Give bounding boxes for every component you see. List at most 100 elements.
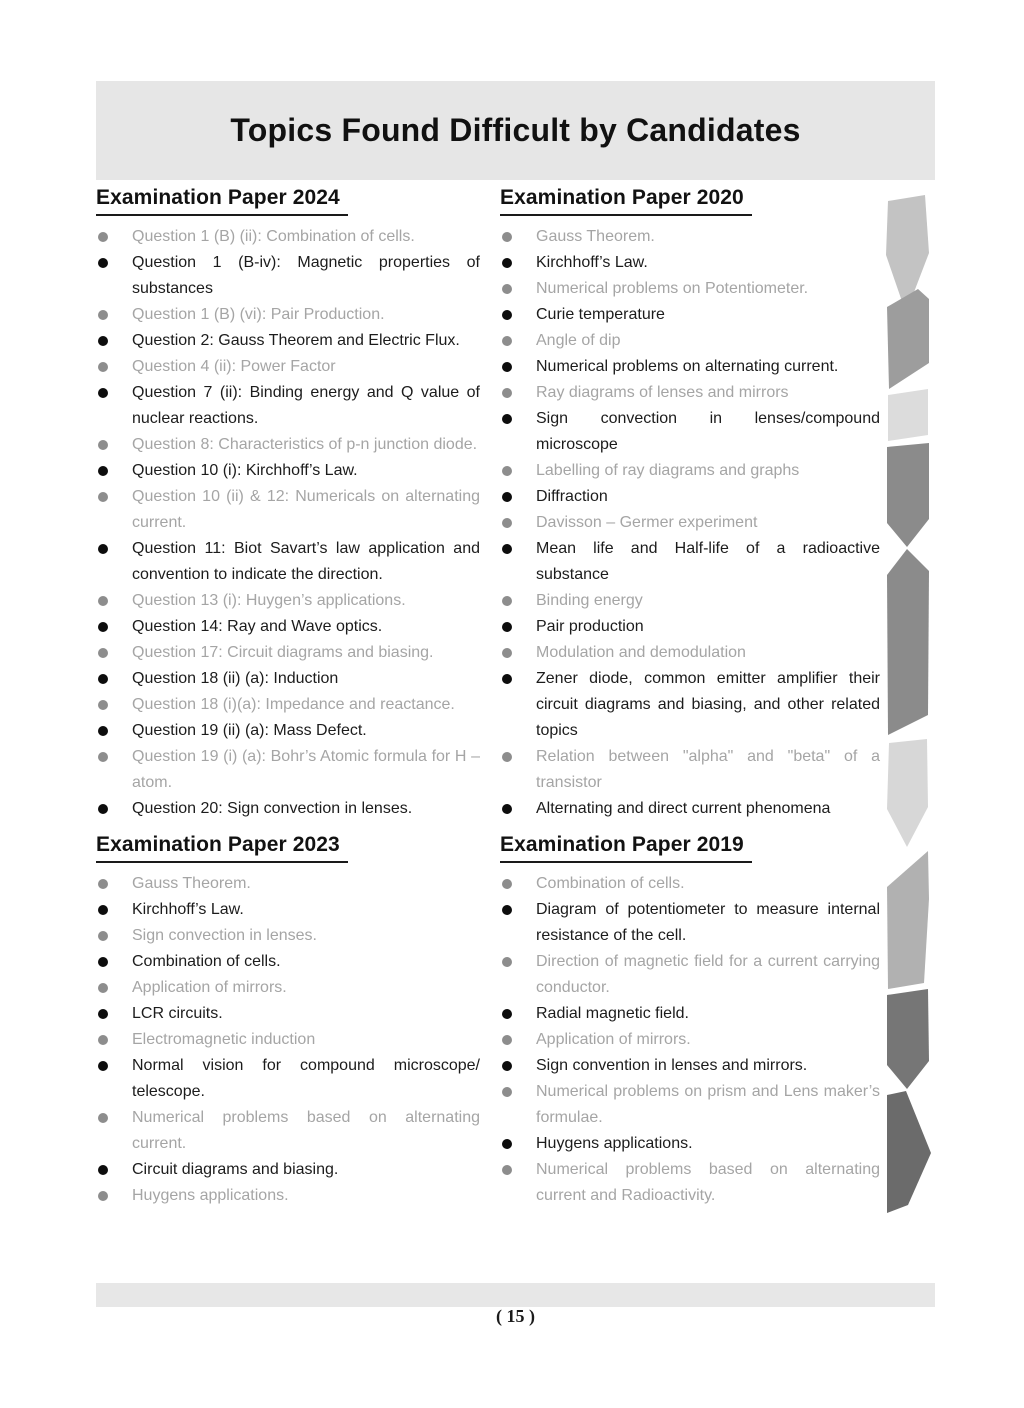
section-title: Examination Paper 2019: [500, 833, 752, 863]
bullet-icon: [98, 879, 108, 889]
bullet-icon: [502, 492, 512, 502]
bullet-icon: [98, 983, 108, 993]
list-item: Zener diode, common emitter amplifier th…: [500, 666, 880, 744]
column-right: Examination Paper 2020 Gauss Theorem. Kirc…: [500, 186, 880, 1209]
ribbon-segment: [887, 989, 929, 1089]
bullet-icon: [98, 596, 108, 606]
bullet-icon: [98, 726, 108, 736]
bullet-icon: [98, 622, 108, 632]
list-item: Electromagnetic induction: [96, 1027, 480, 1053]
topic-list: Gauss Theorem. Kirchhoff’s Law. Numerical …: [500, 224, 880, 822]
list-item: Application of mirrors.: [96, 975, 480, 1001]
bullet-icon: [502, 1087, 512, 1097]
bullet-icon: [502, 1139, 512, 1149]
bullet-icon: [502, 905, 512, 915]
bullet-icon: [502, 674, 512, 684]
list-item: LCR circuits.: [96, 1001, 480, 1027]
list-item: Numerical problems based on alternating …: [500, 1157, 880, 1209]
list-item: Question 1 (B-iv): Magnetic properties o…: [96, 250, 480, 302]
list-item: Circuit diagrams and biasing.: [96, 1157, 480, 1183]
bullet-icon: [98, 544, 108, 554]
list-item: Gauss Theorem.: [500, 224, 880, 250]
list-item: Kirchhoff’s Law.: [96, 897, 480, 923]
list-item: Kirchhoff’s Law.: [500, 250, 880, 276]
bullet-icon: [98, 931, 108, 941]
bullet-icon: [98, 440, 108, 450]
bullet-icon: [502, 336, 512, 346]
bullet-icon: [502, 957, 512, 967]
bullet-icon: [98, 752, 108, 762]
bullet-icon: [502, 310, 512, 320]
list-item: Question 18 (i)(a): Impedance and reacta…: [96, 692, 480, 718]
section-right-1: Examination Paper 2019 Combination of cel…: [500, 822, 880, 1209]
bullet-icon: [98, 1035, 108, 1045]
list-item: Numerical problems on prism and Lens mak…: [500, 1079, 880, 1131]
bullet-icon: [98, 1165, 108, 1175]
list-item: Combination of cells.: [96, 949, 480, 975]
list-item: Question 17: Circuit diagrams and biasin…: [96, 640, 480, 666]
bullet-icon: [502, 1165, 512, 1175]
bullet-icon: [98, 362, 108, 372]
bullet-icon: [502, 362, 512, 372]
list-item: Question 4 (ii): Power Factor: [96, 354, 480, 380]
list-item: Question 18 (ii) (a): Induction: [96, 666, 480, 692]
list-item: Question 19 (ii) (a): Mass Defect.: [96, 718, 480, 744]
list-item: Angle of dip: [500, 328, 880, 354]
list-item: Question 10 (i): Kirchhoff’s Law.: [96, 458, 480, 484]
title-banner: Topics Found Difficult by Candidates: [96, 81, 935, 180]
section-title: Examination Paper 2023: [96, 833, 348, 863]
bullet-icon: [502, 466, 512, 476]
bullet-icon: [502, 388, 512, 398]
bullet-icon: [98, 905, 108, 915]
bullet-icon: [502, 648, 512, 658]
list-item: Diagram of potentiometer to measure inte…: [500, 897, 880, 949]
bullet-icon: [98, 1191, 108, 1201]
ribbon-segment: [887, 443, 929, 547]
bullet-icon: [502, 752, 512, 762]
ribbon-segment: [887, 549, 929, 735]
list-item: Question 14: Ray and Wave optics.: [96, 614, 480, 640]
bullet-icon: [98, 232, 108, 242]
list-item: Curie temperature: [500, 302, 880, 328]
list-item: Alternating and direct current phenomena: [500, 796, 880, 822]
ribbon-segment: [886, 195, 929, 313]
page-number: ( 15 ): [496, 1306, 535, 1326]
list-item: Mean life and Half-life of a radioactive…: [500, 536, 880, 588]
bullet-icon: [98, 957, 108, 967]
bullet-icon: [502, 879, 512, 889]
bullet-icon: [502, 1035, 512, 1045]
list-item: Question 20: Sign convection in lenses.: [96, 796, 480, 822]
list-item: Gauss Theorem.: [96, 871, 480, 897]
list-item: Question 7 (ii): Binding energy and Q va…: [96, 380, 480, 432]
ribbon-segment: [887, 1091, 931, 1213]
bullet-icon: [502, 258, 512, 268]
topic-list: Question 1 (B) (ii): Combination of cell…: [96, 224, 480, 822]
list-item: Sign convection in lenses.: [96, 923, 480, 949]
list-item: Numerical problems on alternating curren…: [500, 354, 880, 380]
bullet-icon: [98, 804, 108, 814]
section-title: Examination Paper 2020: [500, 186, 752, 216]
list-item: Pair production: [500, 614, 880, 640]
ribbon-segment: [887, 739, 928, 847]
bullet-icon: [98, 466, 108, 476]
bullet-icon: [502, 544, 512, 554]
list-item: Sign convection in lenses/compound micro…: [500, 406, 880, 458]
footer-bar: [96, 1283, 935, 1307]
bullet-icon: [98, 492, 108, 502]
bullet-icon: [98, 674, 108, 684]
topic-list: Gauss Theorem. Kirchhoff’s Law. Sign conve…: [96, 871, 480, 1209]
bullet-icon: [98, 336, 108, 346]
section-right-0: Examination Paper 2020 Gauss Theorem. Kirc…: [500, 186, 880, 822]
list-item: Huygens applications.: [96, 1183, 480, 1209]
section-title: Examination Paper 2024: [96, 186, 348, 216]
bullet-icon: [502, 518, 512, 528]
bullet-icon: [98, 700, 108, 710]
list-item: Huygens applications.: [500, 1131, 880, 1157]
ribbon-segment: [887, 289, 929, 389]
topic-list: Combination of cells. Diagram of potentio…: [500, 871, 880, 1209]
bullet-icon: [502, 284, 512, 294]
page-title: Topics Found Difficult by Candidates: [230, 112, 801, 148]
list-item: Question 11: Biot Savart’s law applicati…: [96, 536, 480, 588]
bullet-icon: [502, 596, 512, 606]
list-item: Binding energy: [500, 588, 880, 614]
